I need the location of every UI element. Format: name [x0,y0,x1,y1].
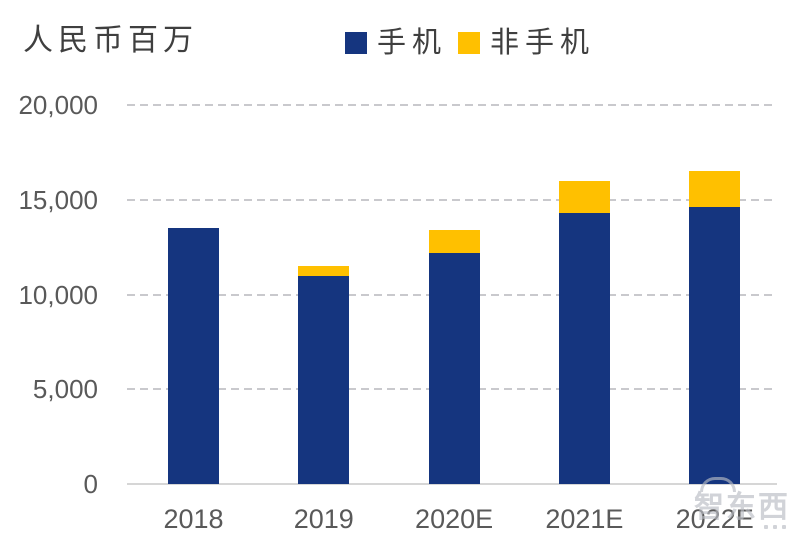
y-axis-tick-label: 15,000 [18,184,98,215]
gridline-15000 [127,198,777,201]
bar-segment-手机-2022E [689,207,741,484]
legend-item-手机: 手机 [345,28,447,57]
legend-label: 手机 [377,25,448,59]
x-axis-category-label: 2019 [293,504,354,534]
legend-item-非手机: 非手机 [458,28,595,57]
x-axis-category-label: 2022E [675,504,754,534]
x-axis-category-label: 2020E [415,504,494,534]
bar-segment-非手机-2021E [558,180,610,213]
x-axis-line [127,483,777,485]
bar-segment-非手机-2022E [689,171,741,208]
bar-segment-非手机-2019 [298,266,350,276]
bar-segment-非手机-2020E [428,230,480,253]
bar-segment-手机-2020E [428,252,480,484]
legend: 手机 非手机 [345,28,595,57]
legend-swatch [345,31,367,54]
bar-segment-手机-2021E [558,213,610,484]
x-axis-category-label: 2021E [545,504,624,534]
legend-swatch [458,31,481,54]
gridline-20000 [127,104,777,106]
legend-label: 非手机 [490,25,596,59]
bar-segment-手机-2019 [298,275,350,484]
y-axis-tick-label: 0 [83,469,98,499]
y-axis-tick-label: 10,000 [18,279,98,310]
y-axis-tick-label: 20,000 [18,90,98,120]
y-axis-unit-label: 人民币百万 [23,23,198,58]
bar-segment-手机-2018 [168,228,219,484]
x-axis-category-label: 2018 [163,504,224,534]
y-axis-tick-label: 5,000 [32,374,98,405]
